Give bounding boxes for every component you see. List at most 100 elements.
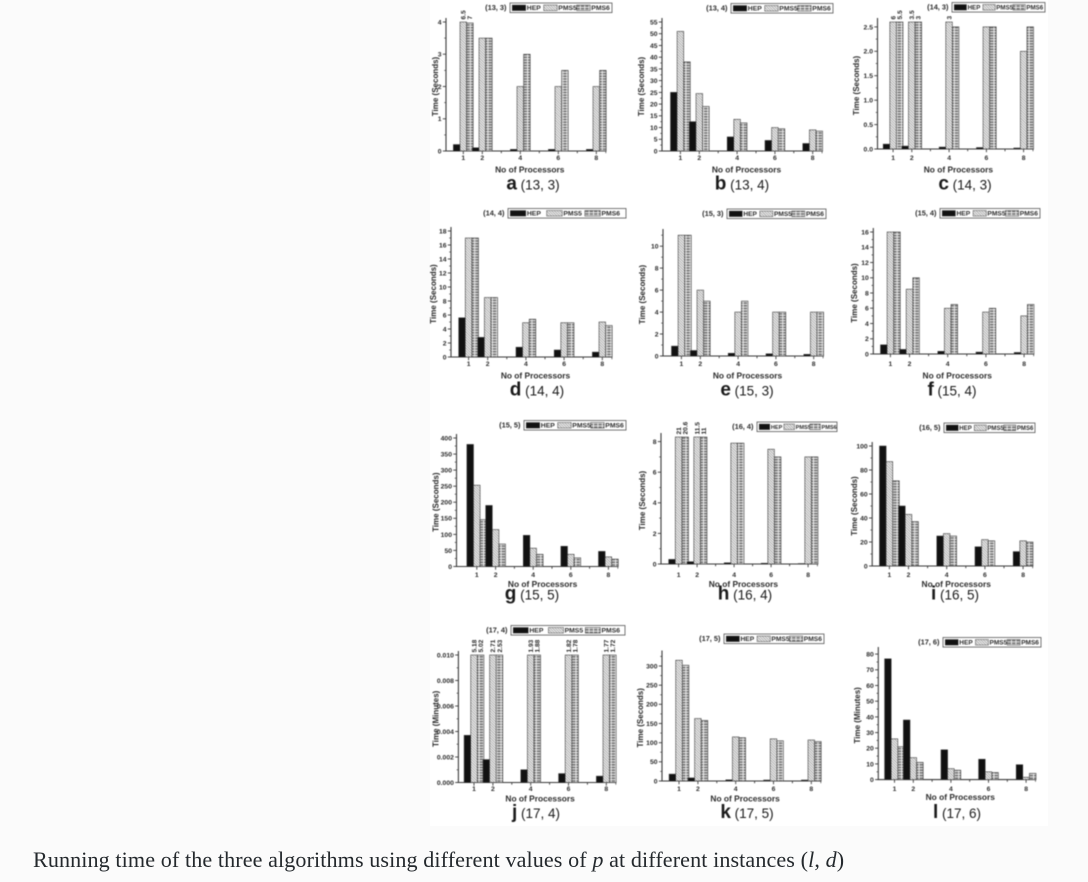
svg-text:4: 4 bbox=[735, 155, 739, 162]
svg-text:3.5: 3.5 bbox=[909, 10, 916, 19]
svg-text:No of Processors: No of Processors bbox=[922, 579, 992, 589]
svg-text:2: 2 bbox=[655, 331, 659, 338]
svg-text:200: 200 bbox=[441, 500, 453, 507]
svg-text:2: 2 bbox=[695, 572, 699, 579]
svg-text:PMS5: PMS5 bbox=[558, 5, 577, 12]
svg-text:PMS6: PMS6 bbox=[812, 6, 831, 13]
svg-text:6: 6 bbox=[983, 572, 987, 579]
svg-text:4: 4 bbox=[734, 786, 738, 793]
svg-text:100: 100 bbox=[441, 532, 453, 539]
svg-text:0: 0 bbox=[865, 351, 869, 358]
svg-text:25: 25 bbox=[650, 90, 658, 97]
svg-text:0: 0 bbox=[654, 148, 658, 155]
svg-text:4: 4 bbox=[653, 500, 657, 507]
svg-text:6: 6 bbox=[769, 572, 773, 579]
svg-text:Time (Seconds): Time (Seconds) bbox=[430, 264, 438, 324]
svg-text:PMS6: PMS6 bbox=[806, 211, 824, 218]
svg-text:(14, 4): (14, 4) bbox=[483, 209, 505, 218]
svg-text:2: 2 bbox=[908, 361, 912, 368]
svg-text:3: 3 bbox=[916, 16, 923, 20]
svg-text:1.72: 1.72 bbox=[610, 639, 617, 652]
svg-text:60: 60 bbox=[860, 491, 868, 498]
svg-text:PMS6: PMS6 bbox=[602, 628, 621, 635]
svg-text:6: 6 bbox=[865, 306, 869, 313]
svg-text:50: 50 bbox=[650, 759, 658, 766]
svg-text:8: 8 bbox=[865, 290, 869, 297]
svg-text:l (17, 6): l (17, 6) bbox=[933, 802, 981, 823]
svg-text:0.002: 0.002 bbox=[437, 754, 454, 761]
svg-text:8: 8 bbox=[443, 298, 447, 305]
svg-text:6: 6 bbox=[772, 786, 776, 793]
svg-text:2: 2 bbox=[653, 531, 657, 538]
svg-text:Time (Seconds): Time (Seconds) bbox=[432, 472, 441, 532]
svg-text:14: 14 bbox=[439, 256, 447, 263]
svg-text:8: 8 bbox=[594, 155, 598, 162]
svg-text:(17, 4): (17, 4) bbox=[486, 626, 508, 635]
svg-text:6: 6 bbox=[774, 361, 778, 368]
svg-text:No of Processors: No of Processors bbox=[926, 792, 996, 802]
svg-text:(14, 3): (14, 3) bbox=[927, 3, 949, 12]
svg-text:PMS5: PMS5 bbox=[779, 6, 798, 13]
svg-text:PMS5: PMS5 bbox=[990, 640, 1008, 647]
svg-text:4: 4 bbox=[518, 155, 522, 162]
svg-text:16: 16 bbox=[439, 242, 447, 249]
svg-text:6: 6 bbox=[567, 786, 571, 793]
svg-text:PMS6: PMS6 bbox=[822, 425, 837, 431]
svg-text:0: 0 bbox=[655, 353, 659, 360]
svg-text:No of Processors: No of Processors bbox=[710, 794, 780, 804]
svg-text:14: 14 bbox=[861, 245, 869, 252]
svg-text:6: 6 bbox=[653, 470, 657, 477]
svg-text:4: 4 bbox=[946, 361, 950, 368]
svg-text:No of Processors: No of Processors bbox=[712, 165, 782, 175]
svg-text:PMS6: PMS6 bbox=[602, 211, 621, 218]
svg-text:PMS5: PMS5 bbox=[796, 425, 811, 431]
svg-text:6: 6 bbox=[987, 786, 991, 793]
svg-text:3: 3 bbox=[438, 52, 442, 59]
svg-text:HEP: HEP bbox=[748, 6, 762, 13]
svg-text:250: 250 bbox=[646, 683, 658, 690]
svg-text:2: 2 bbox=[698, 361, 702, 368]
svg-text:1: 1 bbox=[680, 361, 684, 368]
svg-text:2: 2 bbox=[438, 84, 442, 91]
svg-text:PMS6: PMS6 bbox=[605, 423, 624, 430]
svg-text:Time (Seconds): Time (Seconds) bbox=[638, 264, 647, 324]
svg-text:0.004: 0.004 bbox=[437, 729, 454, 736]
svg-text:400: 400 bbox=[441, 435, 453, 442]
svg-text:6: 6 bbox=[985, 155, 989, 162]
svg-text:6: 6 bbox=[984, 361, 988, 368]
svg-text:PMS6: PMS6 bbox=[1026, 5, 1043, 12]
svg-text:8: 8 bbox=[1024, 786, 1028, 793]
svg-text:Time (Seconds): Time (Seconds) bbox=[852, 55, 861, 115]
svg-text:1: 1 bbox=[891, 155, 895, 162]
svg-text:0: 0 bbox=[448, 564, 452, 571]
svg-text:0: 0 bbox=[443, 354, 447, 361]
svg-text:1.78: 1.78 bbox=[572, 639, 579, 652]
svg-text:8: 8 bbox=[604, 786, 608, 793]
svg-text:60: 60 bbox=[866, 683, 874, 690]
svg-text:6.5: 6.5 bbox=[461, 10, 468, 19]
svg-text:20: 20 bbox=[866, 746, 874, 753]
svg-text:100: 100 bbox=[856, 443, 868, 450]
svg-text:4: 4 bbox=[524, 361, 528, 368]
svg-text:6: 6 bbox=[562, 361, 566, 368]
svg-text:Time (Seconds): Time (Seconds) bbox=[636, 688, 645, 748]
svg-text:(17, 6): (17, 6) bbox=[918, 638, 940, 647]
svg-text:30: 30 bbox=[650, 78, 658, 85]
svg-text:8: 8 bbox=[653, 439, 657, 446]
svg-text:1.82: 1.82 bbox=[566, 639, 573, 652]
svg-text:8: 8 bbox=[655, 266, 659, 273]
svg-text:10: 10 bbox=[861, 275, 869, 282]
svg-text:4: 4 bbox=[529, 786, 533, 793]
svg-text:No of Processors: No of Processors bbox=[713, 371, 783, 381]
svg-text:1: 1 bbox=[461, 155, 465, 162]
svg-text:No of Processors: No of Processors bbox=[508, 579, 578, 589]
svg-text:10: 10 bbox=[650, 125, 658, 132]
svg-text:1: 1 bbox=[679, 155, 683, 162]
svg-text:HEP: HEP bbox=[741, 636, 755, 643]
svg-text:1.93: 1.93 bbox=[528, 639, 535, 652]
svg-text:4: 4 bbox=[531, 572, 535, 579]
svg-text:8: 8 bbox=[1021, 572, 1025, 579]
svg-text:Time (Seconds): Time (Seconds) bbox=[638, 470, 647, 530]
svg-text:21: 21 bbox=[676, 427, 683, 435]
svg-text:(16, 5): (16, 5) bbox=[919, 423, 941, 432]
